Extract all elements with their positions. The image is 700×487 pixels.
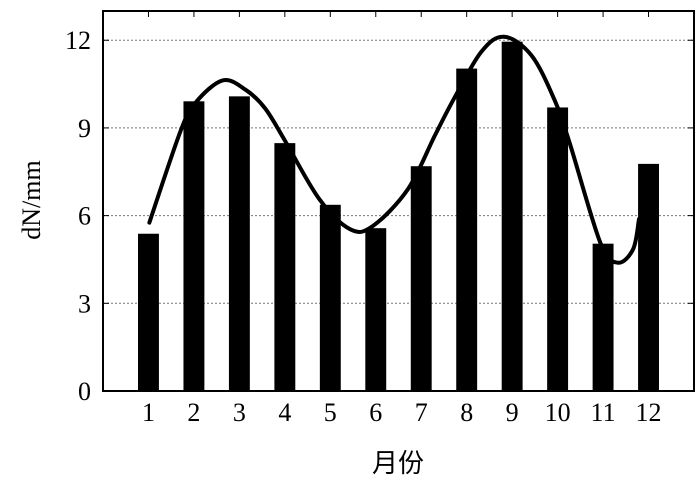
x-tick-label: 6 [369, 398, 382, 427]
bar [183, 101, 205, 392]
x-tick-label: 11 [591, 398, 616, 427]
x-tick-label: 7 [415, 398, 428, 427]
y-tick-label: 9 [78, 114, 91, 143]
y-tick-label: 12 [65, 26, 91, 55]
bar [365, 228, 387, 391]
bars [138, 41, 659, 392]
bar [228, 96, 250, 391]
bar [138, 233, 159, 391]
y-axis-label: dN/mm [17, 160, 46, 239]
x-tick-label: 1 [142, 398, 155, 427]
x-tick-label: 5 [324, 398, 337, 427]
x-tick-label: 10 [545, 398, 571, 427]
x-tick-label: 9 [506, 398, 519, 427]
bar [592, 243, 614, 391]
y-tick-label: 0 [78, 377, 91, 406]
bar [501, 41, 523, 391]
x-tick-label: 8 [460, 398, 473, 427]
x-tick-label: 4 [278, 398, 291, 427]
plot-frame [102, 10, 695, 392]
x-tick-label: 12 [636, 398, 662, 427]
bar [638, 163, 659, 391]
bar [319, 204, 341, 391]
bar [547, 107, 569, 391]
y-tick-label: 3 [78, 289, 91, 318]
y-tick-label: 6 [78, 202, 91, 231]
bar [410, 166, 432, 391]
bar [456, 68, 478, 391]
fit-curve [147, 34, 641, 265]
x-tick-label: 3 [233, 398, 246, 427]
bar [274, 143, 296, 391]
x-tick-label: 2 [187, 398, 200, 427]
x-axis-label: 月份 [372, 449, 424, 478]
